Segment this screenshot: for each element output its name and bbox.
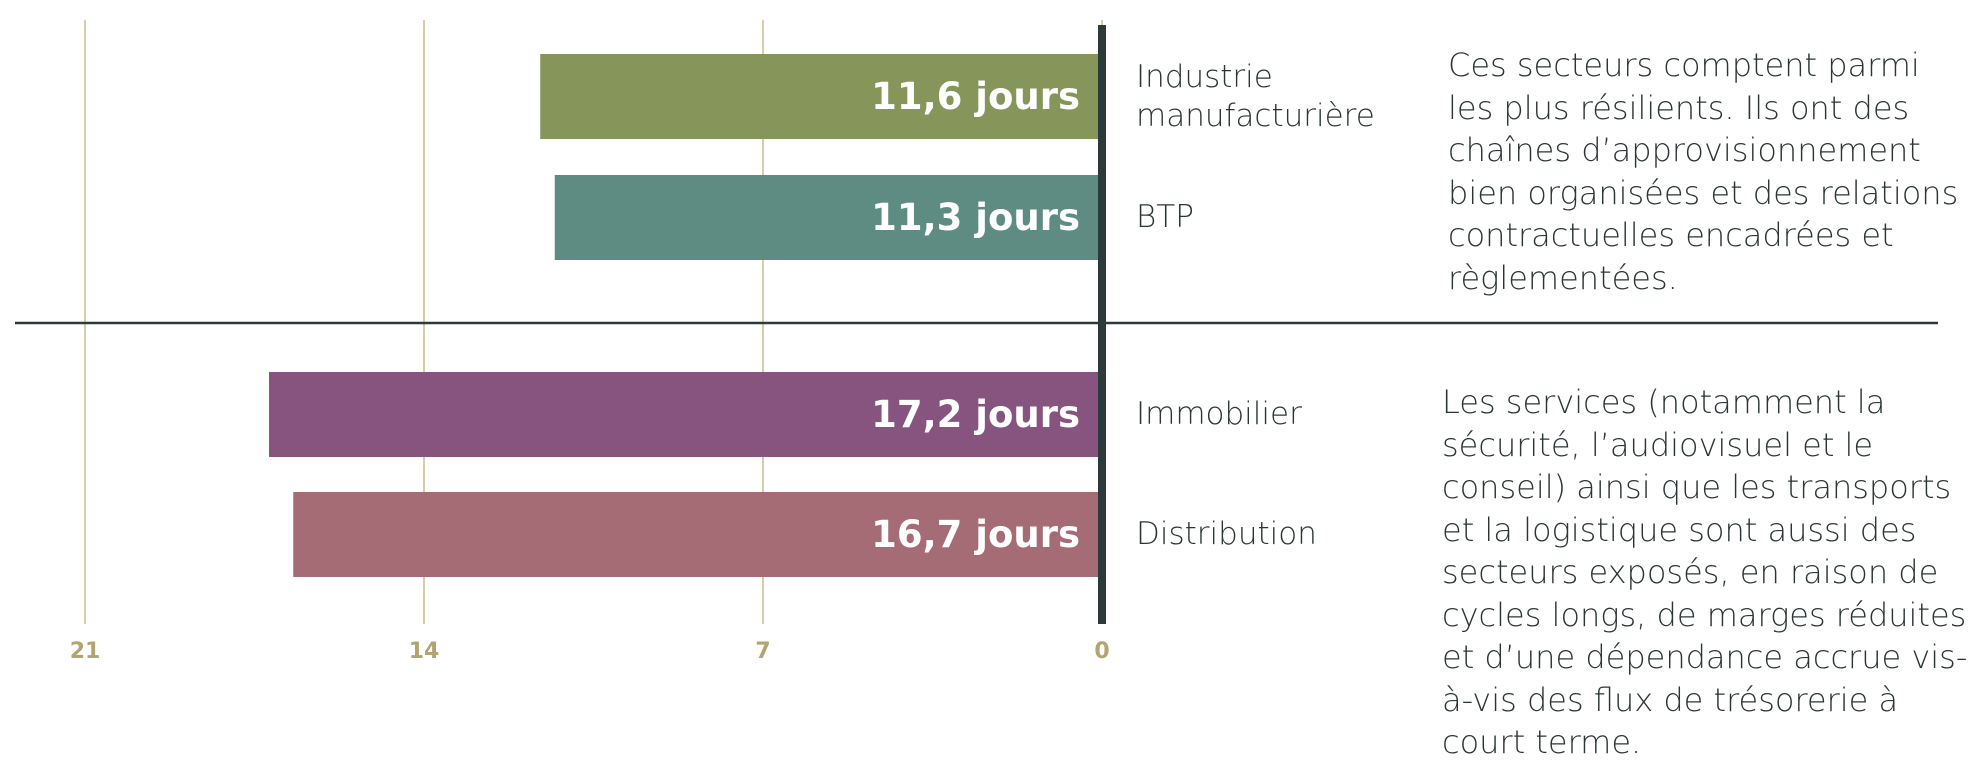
category-label: BTP: [1136, 199, 1194, 235]
x-tick-label: 7: [755, 639, 770, 664]
value-label: 16,7 jours: [871, 513, 1080, 556]
annotation: Ces secteurs comptent parmi les plus rés…: [1448, 46, 1959, 297]
category-label: Distribution: [1136, 516, 1317, 552]
bar: [269, 372, 1102, 457]
x-tick-label: 21: [70, 639, 101, 664]
x-tick-label: 14: [409, 639, 440, 664]
value-label: 11,6 jours: [871, 75, 1080, 118]
category-label: Immobilier: [1136, 396, 1302, 432]
category-label: Industrie manufacturière: [1136, 58, 1375, 134]
value-label: 17,2 jours: [871, 393, 1080, 436]
value-label: 11,3 jours: [871, 196, 1080, 239]
annotation: Les services (notamment la sécurité, l’a…: [1442, 383, 1968, 761]
bar: [554, 175, 1102, 260]
x-tick-label: 0: [1094, 639, 1109, 664]
bar: [293, 492, 1102, 577]
bar: [540, 54, 1102, 139]
